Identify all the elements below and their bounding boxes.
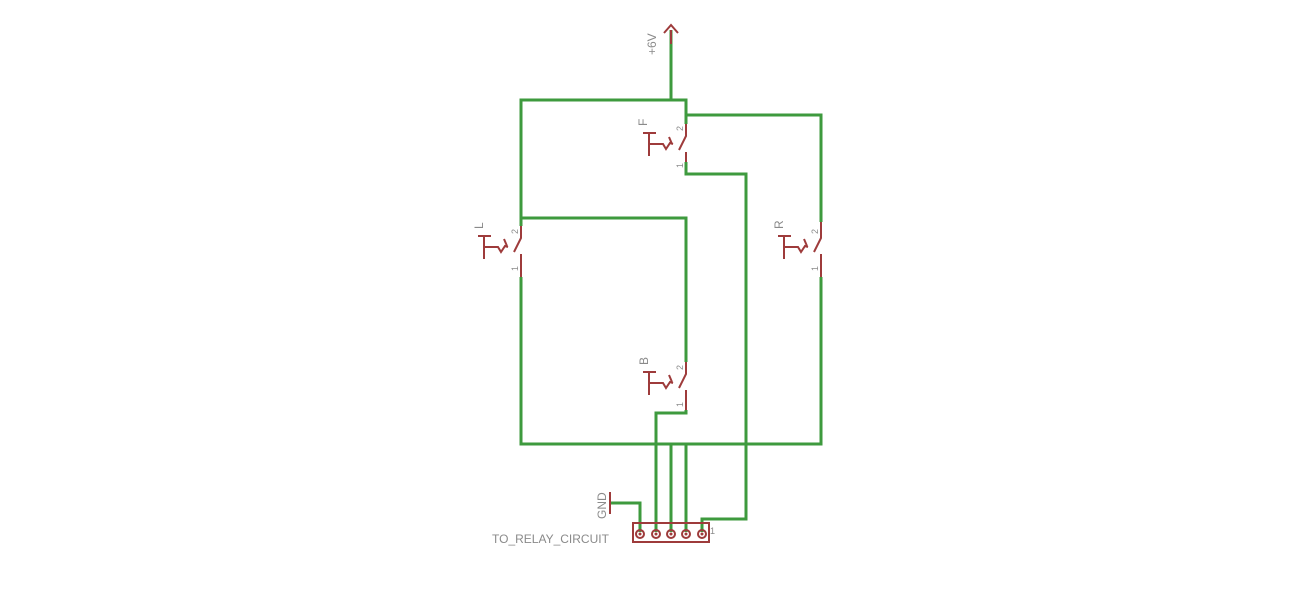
connector-pin-hole-icon	[681, 529, 691, 539]
switch-r: R 2 1	[772, 220, 822, 277]
wire-switch-f-to-connector	[684, 162, 748, 532]
switch-r-pin-1: 1	[810, 266, 820, 271]
connector: 1 TO_RELAY_CIRCUIT	[492, 522, 715, 546]
connector-pin-hole-icon	[651, 529, 661, 539]
connector-pin-dot-icon	[654, 532, 658, 536]
switch-f-pin-1: 1	[675, 163, 685, 168]
connector-pin-hole-icon	[666, 529, 676, 539]
supply-label: +6V	[645, 33, 659, 55]
wire-switch-b-to-connector	[654, 410, 688, 532]
switch-f-pin-2: 2	[675, 126, 685, 131]
connector-body	[632, 522, 710, 543]
switch-l-pin-2: 2	[510, 229, 520, 234]
wire-switches-l-r-to-connector	[519, 277, 823, 532]
switch-b-name: B	[637, 357, 651, 365]
connector-pin-dot-icon	[684, 532, 688, 536]
switch-b: B 2 1	[637, 357, 687, 410]
wire-gnd	[610, 501, 642, 532]
connector-pin-hole-icon	[635, 529, 645, 539]
switch-r-contact-icon	[803, 222, 822, 277]
connector-pin-dot-icon	[638, 532, 642, 536]
switch-f-plunger-icon	[643, 132, 674, 156]
connector-pin-dot-icon	[669, 532, 673, 536]
connector-label: TO_RELAY_CIRCUIT	[492, 532, 610, 546]
switch-l: L 2 1	[472, 222, 522, 277]
gnd-symbol: GND	[595, 492, 611, 519]
gnd-label: GND	[595, 492, 609, 519]
switch-r-pin-2: 2	[810, 229, 820, 234]
switch-r-plunger-icon	[778, 235, 809, 259]
connector-pin-dot-icon	[700, 532, 704, 536]
switch-l-pin-1: 1	[510, 266, 520, 271]
switch-l-name: L	[472, 222, 486, 229]
switch-b-contact-icon	[668, 362, 687, 410]
wire-switch-l-to-b	[519, 216, 688, 362]
switch-f: F 2 1	[636, 119, 687, 168]
switch-l-contact-icon	[503, 226, 522, 277]
connector-pins	[635, 529, 707, 539]
switch-b-pin-1: 1	[675, 402, 685, 407]
switch-r-name: R	[772, 220, 786, 229]
wires	[519, 30, 823, 532]
connector-pin-hole-icon	[697, 529, 707, 539]
connector-pin-1-label: 1	[710, 526, 715, 536]
switch-b-pin-2: 2	[675, 365, 685, 370]
supply-arrow-icon	[663, 23, 679, 44]
supply-symbol: +6V	[645, 23, 679, 55]
switch-l-plunger-icon	[478, 235, 509, 259]
switch-b-plunger-icon	[643, 371, 674, 395]
switch-f-name: F	[636, 119, 650, 126]
wire-supply-rail	[519, 30, 823, 226]
